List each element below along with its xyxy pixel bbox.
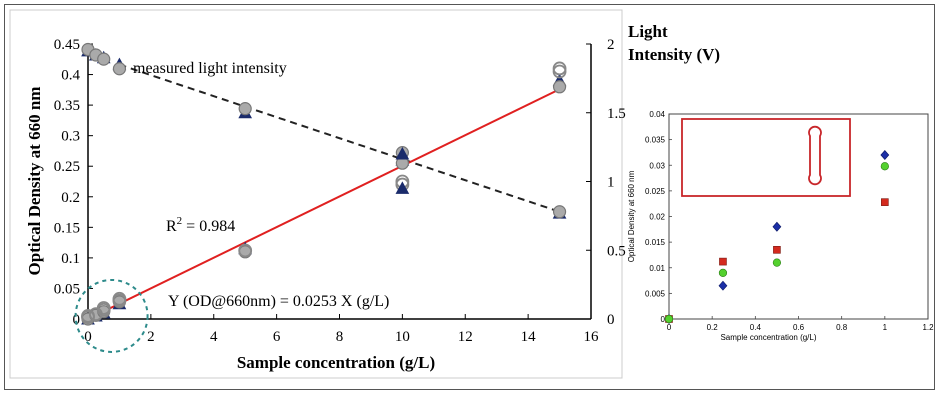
- y2-axis-label: Light: [628, 22, 668, 41]
- inset-blue-diamond-marker: [772, 221, 782, 232]
- x-tick-label: 2: [147, 329, 155, 345]
- linear-fit-line: [87, 88, 561, 320]
- inset-green-circle-marker: [664, 314, 674, 324]
- y2-axis-label: Intensity (V): [628, 45, 720, 64]
- inset-y-tick-label: 0.035: [645, 136, 666, 145]
- triangle-marker: [395, 181, 410, 194]
- inset-blue-diamond-marker: [718, 280, 728, 291]
- cuvette-inset-box: [681, 118, 851, 197]
- inset-y-tick-label: 0.025: [645, 187, 666, 196]
- inset-green-circle-marker: [718, 268, 728, 277]
- inset-y-tick-label: 0.01: [649, 264, 665, 273]
- x-tick-label: 4: [210, 329, 218, 345]
- fit-equation-annotation: Y (OD@660nm) = 0.0253 X (g/L): [168, 293, 389, 310]
- x-tick-label: 0: [84, 329, 92, 345]
- gray-circle-marker: [552, 80, 567, 94]
- y-tick-label: 0.3: [61, 129, 80, 145]
- inset-red-square-marker: [773, 246, 781, 254]
- open-circle-marker: [552, 61, 567, 76]
- gray-circle-marker: [97, 52, 111, 66]
- x-tick-label: 16: [584, 329, 600, 345]
- inset-x-tick-label: 1: [883, 323, 888, 332]
- inset-x-tick-label: 0.8: [836, 323, 848, 332]
- inset-y-tick-label: 0.03: [649, 161, 665, 170]
- inset-red-square-marker: [719, 257, 727, 266]
- inset-red-square-marker: [881, 198, 889, 206]
- r-squared-annotation: R2 = 0.984: [166, 215, 235, 235]
- inset-x-tick-label: 0.4: [750, 323, 762, 332]
- x-axis-label: Sample concentration (g/L): [237, 353, 435, 372]
- y-axis-label: Optical Density at 660 nm: [25, 87, 44, 276]
- cuvette-shape: [808, 125, 822, 186]
- main-chart: 0 0.05 0.1 0.15 0.2 0.25 0.3 0.35 0.4 0.45 0 0.5 1 1.…: [25, 22, 720, 372]
- inset-x-tick-label: 1.2: [922, 323, 934, 332]
- inset-green-circle-marker: [880, 162, 889, 171]
- x-tick-label: 12: [458, 329, 473, 345]
- origin-highlight-circle: [74, 278, 149, 353]
- y-tick-label: 0.4: [61, 68, 80, 84]
- measured-light-annotation: measured light intensity: [133, 60, 287, 77]
- y-tick-label: 0.45: [54, 37, 80, 53]
- y2-tick-label: 1: [607, 175, 615, 191]
- y-tick-label: 0.15: [54, 220, 80, 236]
- inset-x-tick-label: 0: [667, 323, 672, 332]
- inset-green-circle-marker: [772, 258, 782, 267]
- x-tick-label: 10: [395, 329, 410, 345]
- gray-circle-marker: [552, 205, 567, 219]
- open-circle-marker: [96, 302, 111, 317]
- x-tick-label: 14: [521, 329, 537, 345]
- y-tick-label: 0.2: [61, 190, 80, 206]
- y2-tick-label: 0: [607, 312, 615, 328]
- inset-y-tick-label: 0.005: [645, 289, 666, 298]
- triangle-marker: [395, 146, 410, 160]
- open-circle-marker: [81, 309, 95, 323]
- y2-tick-label: 2: [607, 37, 615, 53]
- y-tick-label: 0: [73, 312, 81, 328]
- y-tick-label: 0.25: [54, 159, 80, 175]
- gray-circle-marker: [112, 62, 127, 76]
- inset-y-axis-label: Optical Density at 660 nm: [627, 170, 636, 262]
- gray-circle-marker: [238, 102, 252, 116]
- inset-chart: 0 0.005 0.01 0.015 0.02 0.025 0.03 0.035 0.04 0 0.…: [627, 110, 934, 342]
- main-chart-panel: [9, 9, 623, 379]
- light-intensity-trend-line: [119, 63, 560, 213]
- y-tick-label: 0.05: [54, 281, 80, 297]
- open-circle-marker: [238, 243, 253, 258]
- inset-x-axis-label: Sample concentration (g/L): [720, 333, 816, 342]
- y2-tick-label: 1.5: [607, 106, 626, 122]
- x-tick-label: 8: [336, 329, 344, 345]
- inset-y-tick-label: 0.02: [649, 213, 665, 222]
- inset-blue-diamond-marker: [880, 150, 890, 160]
- inset-y-tick-label: 0: [661, 315, 666, 324]
- x-tick-label: 6: [273, 329, 281, 345]
- y2-tick-label: 0.5: [607, 243, 626, 259]
- y-tick-label: 0.35: [54, 98, 80, 114]
- inset-x-tick-label: 0.2: [707, 323, 719, 332]
- inset-y-tick-label: 0.015: [645, 238, 666, 247]
- inset-x-tick-label: 0.6: [793, 323, 805, 332]
- y-tick-label: 0.1: [61, 251, 80, 267]
- inset-y-tick-label: 0.04: [649, 110, 665, 119]
- open-circle-marker: [112, 293, 127, 308]
